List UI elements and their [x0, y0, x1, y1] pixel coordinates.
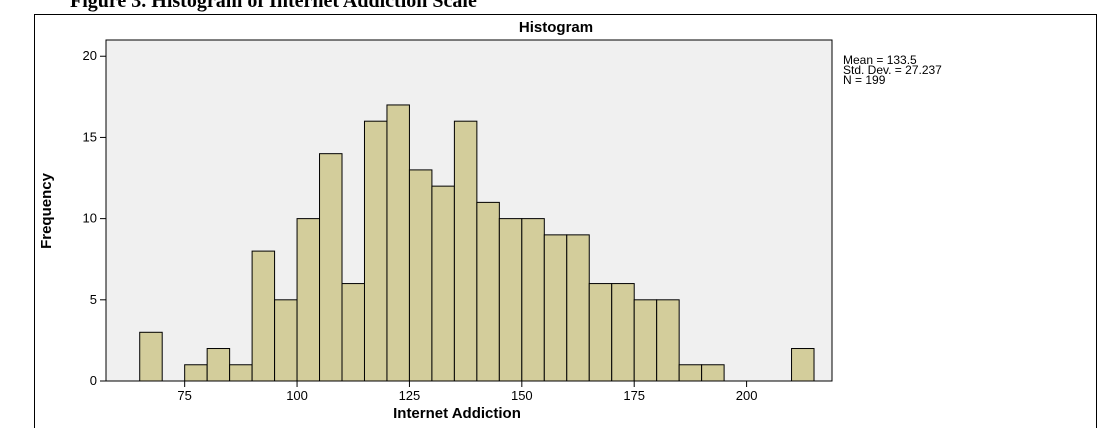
y-axis-label: Frequency [38, 172, 55, 249]
histogram-bar [431, 185, 455, 382]
stats-box: Mean = 133.5 Std. Dev. = 27.237 N = 199 [843, 53, 942, 87]
figure-caption-text: Figure 3. Histogram of Internet Addictio… [70, 0, 477, 12]
histogram-bar [296, 218, 321, 382]
stat-mean: Mean = 133.5 [843, 53, 917, 67]
histogram-bar [633, 299, 658, 382]
histogram-bar [476, 201, 500, 382]
histogram-bar [701, 364, 725, 382]
x-tick-label: 150 [511, 388, 533, 403]
histogram-bar [386, 104, 410, 382]
figure-caption: Figure 3. Histogram of Internet Addictio… [0, 0, 1099, 14]
histogram-bar [521, 218, 545, 382]
histogram-bar [139, 331, 163, 382]
histogram-bar [566, 234, 590, 382]
stat-n: N = 199 [843, 73, 886, 87]
histogram-bar [791, 348, 815, 382]
histogram-bar [184, 364, 208, 382]
histogram-bar [453, 120, 478, 382]
y-tick-label: 10 [83, 211, 97, 226]
histogram-bar [678, 364, 703, 382]
histogram-bar [274, 299, 298, 382]
histogram-bar [408, 169, 433, 382]
stat-std-dev: Std. Dev. = 27.237 [843, 63, 942, 77]
chart-title: Histogram [519, 19, 593, 36]
x-tick-label: 75 [177, 388, 191, 403]
y-tick-label: 20 [83, 48, 97, 63]
x-axis-label: Internet Addiction [393, 405, 521, 422]
histogram-bar [588, 283, 613, 382]
histogram-bar [656, 299, 680, 382]
x-tick-label: 175 [623, 388, 645, 403]
y-axis: 0 5 10 15 20 [83, 48, 106, 388]
histogram-bar [611, 283, 635, 382]
bars-group [139, 104, 815, 382]
y-tick-label: 15 [83, 129, 97, 144]
histogram-bar [543, 234, 568, 382]
y-tick-label: 5 [90, 292, 97, 307]
histogram-bar [319, 153, 343, 382]
histogram-bar [229, 364, 253, 382]
x-tick-label: 100 [286, 388, 308, 403]
y-tick-label: 0 [90, 373, 97, 388]
histogram-bar [251, 250, 276, 382]
x-axis: 75 100 125 150 175 200 [177, 381, 757, 403]
histogram-bar [498, 218, 523, 382]
histogram-bar [206, 348, 231, 382]
chart-frame [34, 14, 1097, 428]
x-tick-label: 125 [399, 388, 421, 403]
histogram-bar [341, 283, 365, 382]
histogram-bar [363, 120, 388, 382]
x-tick-label: 200 [736, 388, 758, 403]
